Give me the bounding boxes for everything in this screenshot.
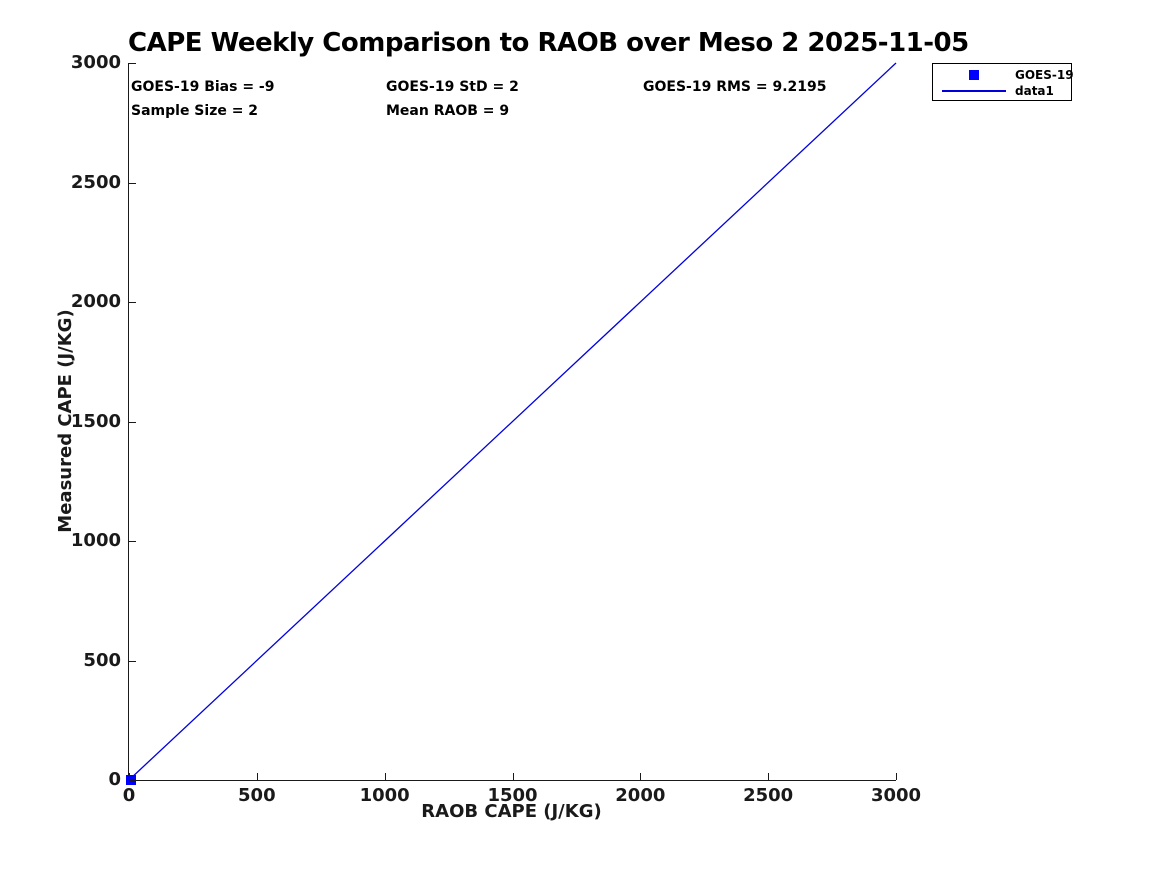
y-tick-mark (129, 182, 136, 184)
stat-bias: GOES-19 Bias = -9 (131, 79, 275, 95)
x-tick-label: 1000 (359, 785, 410, 806)
legend-swatch-area (942, 70, 1006, 80)
stat-std: GOES-19 StD = 2 (386, 79, 519, 95)
x-tick-label: 0 (122, 785, 136, 806)
y-tick-mark (129, 302, 136, 303)
x-axis-label: RAOB CAPE (J/KG) (421, 801, 602, 822)
stat-sample-size: Sample Size = 2 (131, 103, 259, 119)
x-tick-label: 2500 (743, 785, 794, 806)
x-tick-mark (129, 773, 130, 780)
x-tick-mark (512, 773, 514, 780)
y-tick-mark (129, 541, 136, 542)
y-tick-label: 3000 (70, 52, 121, 73)
identity-line (128, 62, 897, 781)
y-axis-label: Measured CAPE (J/KG) (55, 309, 76, 533)
legend-entry-data1: data1 (933, 83, 1071, 99)
legend-label-data1: data1 (1015, 84, 1054, 98)
stat-rms: GOES-19 RMS = 9.2195 (643, 79, 827, 95)
legend-line-swatch-icon (942, 90, 1006, 92)
y-tick-label: 2500 (70, 171, 121, 193)
y-tick-mark (129, 421, 136, 423)
x-tick-label: 3000 (870, 785, 922, 806)
x-tick-mark (256, 773, 258, 780)
y-tick-mark (129, 660, 136, 662)
stat-mean-raob: Mean RAOB = 9 (386, 103, 510, 119)
y-tick-label: 0 (108, 769, 121, 790)
x-tick-mark (768, 773, 770, 780)
y-tick-label: 500 (83, 649, 121, 671)
x-tick-mark (896, 773, 897, 780)
x-tick-label: 1500 (487, 785, 538, 806)
plot-area: GOES-19 Bias = -9 GOES-19 StD = 2 GOES-1… (71, 52, 921, 806)
x-tick-label: 500 (238, 785, 276, 806)
y-tick-label: 1000 (70, 530, 121, 551)
y-tick-mark (129, 780, 136, 781)
identity-line-layer (128, 62, 897, 781)
chart-title: CAPE Weekly Comparison to RAOB over Meso… (128, 28, 969, 58)
legend-label-goes19: GOES-19 (1015, 68, 1074, 82)
y-tick-mark (129, 63, 136, 64)
legend-swatch-area (942, 90, 1006, 92)
legend: GOES-19 data1 (932, 63, 1074, 101)
legend-entry-goes19: GOES-19 (933, 67, 1074, 83)
y-tick-label: 2000 (70, 291, 121, 312)
legend-square-marker-icon (969, 70, 979, 80)
x-tick-mark (640, 773, 642, 780)
x-tick-mark (384, 773, 386, 780)
x-tick-label: 2000 (615, 785, 666, 806)
y-tick-label: 1500 (70, 410, 121, 432)
